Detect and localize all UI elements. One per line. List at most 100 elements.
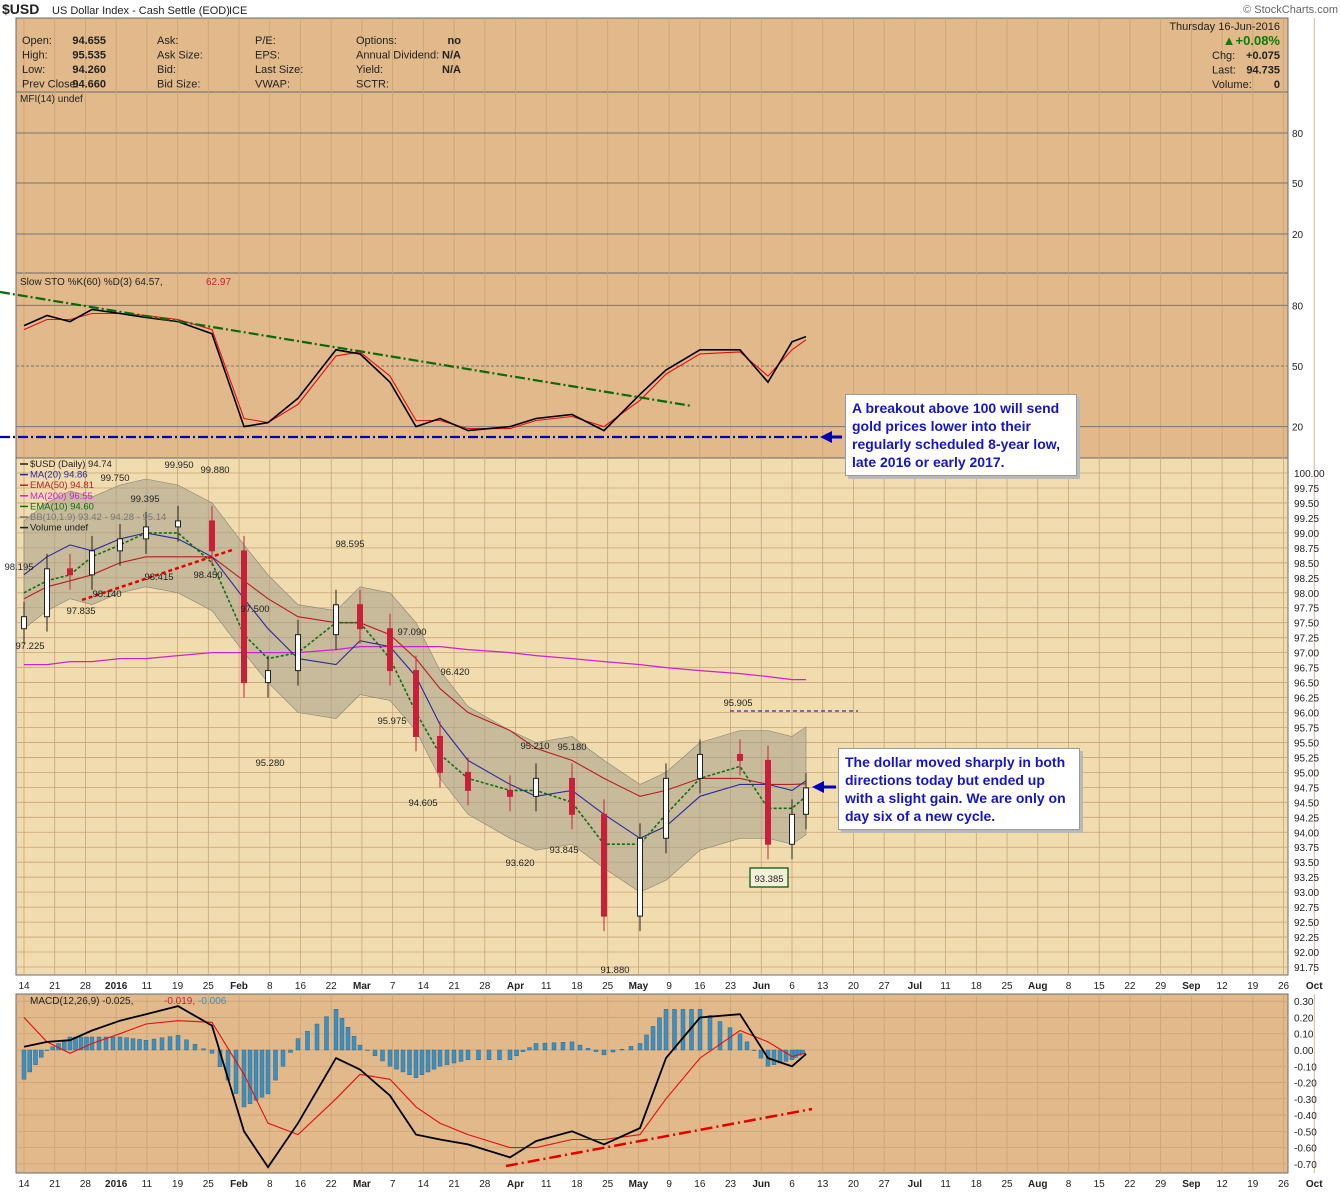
macd-hist-bar	[425, 1049, 431, 1073]
macd-hist-bar	[137, 1039, 142, 1051]
macd-tick: -0.30	[1294, 1095, 1317, 1106]
price-annotation: 96.420	[440, 667, 469, 678]
price-tick: 95.25	[1294, 753, 1319, 764]
macd-label: MACD(12,26,9) -0.025,	[30, 996, 133, 1007]
x-tick-label: 27	[879, 1179, 891, 1190]
x-tick-label: 23	[725, 1179, 737, 1190]
macd-hist-bar	[387, 1049, 393, 1067]
macd-tick: 0.20	[1294, 1013, 1314, 1024]
header-panel	[15, 17, 1289, 93]
macd-hist-bar	[39, 1049, 44, 1058]
x-tick-label: 2016	[105, 981, 128, 992]
macd-hist-bar	[62, 1040, 67, 1051]
candle-body	[89, 550, 95, 576]
candle-body	[67, 568, 73, 576]
x-tick-label: 19	[172, 981, 184, 992]
macd-hist-bar	[569, 1041, 575, 1051]
candle-body	[209, 520, 215, 552]
candle-body	[803, 787, 809, 815]
macd-hist-bar	[707, 1015, 713, 1051]
x-tick-label: 14	[418, 1179, 430, 1190]
stat-label: Chg:	[1212, 50, 1235, 62]
macd-line	[23, 1005, 807, 1169]
stat-value: no	[448, 35, 462, 47]
x-tick-label: 16	[694, 981, 706, 992]
candle-body	[175, 520, 181, 528]
macd-hist-bar	[783, 1049, 789, 1062]
x-tick-label: 11	[541, 981, 552, 992]
price-annotation: 99.395	[130, 494, 159, 505]
candle-body	[663, 777, 669, 839]
price-annotation: 97.225	[15, 641, 44, 652]
macd-hist-bar	[394, 1049, 399, 1070]
stat-value: 0	[1274, 79, 1280, 91]
price-annotation: 93.845	[549, 845, 578, 856]
stat-label: SCTR:	[356, 79, 389, 91]
quote-date: Thursday 16-Jun-2016	[1169, 21, 1280, 33]
macd-hist-bar	[610, 1049, 616, 1053]
stat-label: Volume:	[1212, 79, 1252, 91]
price-annotation: 95.975	[377, 716, 406, 727]
candle-body	[569, 777, 575, 815]
stat-value: 94.660	[72, 79, 106, 91]
x-tick-label: Apr	[507, 981, 524, 992]
price-tick: 96.00	[1294, 709, 1319, 720]
stat-value: +0.075	[1246, 50, 1280, 62]
x-tick-label: 19	[172, 1179, 184, 1190]
macd-hist-bar	[644, 1034, 649, 1051]
macd-hist-bar	[159, 1037, 165, 1051]
x-tick-label: 14	[18, 1179, 30, 1190]
macd-hist-bar	[650, 1026, 656, 1051]
price-annotation: 91.880	[600, 965, 629, 976]
x-tick-label: 11	[142, 1179, 153, 1190]
x-tick-label: 20	[848, 1179, 860, 1190]
price-annotation: 98.450	[193, 570, 222, 581]
price-tick: 93.25	[1294, 873, 1319, 884]
stat-label: Open:	[22, 35, 52, 47]
price-annotation: 95.180	[557, 742, 586, 753]
macd-hist-bar	[458, 1049, 464, 1062]
price-annotation: 99.750	[100, 473, 129, 484]
price-tick: 99.75	[1294, 484, 1319, 495]
macd-hist-bar	[27, 1049, 32, 1073]
mfi-label: MFI(14) undef	[20, 94, 83, 105]
x-tick-label: 22	[326, 1179, 338, 1190]
macd-hist-bar	[380, 1049, 385, 1062]
macd-divergence-line	[505, 1107, 813, 1168]
stat-label: Ask Size:	[157, 50, 203, 62]
legend-entry: EMA(50) 94.81	[30, 480, 94, 491]
stat-value: N/A	[442, 64, 461, 76]
price-tick: 96.75	[1294, 664, 1319, 675]
x-tick-label: 8	[267, 981, 273, 992]
candle-body	[765, 759, 771, 845]
stat-label: Low:	[22, 64, 45, 76]
x-tick-label: 16	[295, 1179, 307, 1190]
macd-hist-bar	[209, 1049, 215, 1054]
x-tick-label: 22	[1124, 1179, 1136, 1190]
macd-hist-bar	[680, 1009, 686, 1051]
macd-hist-bar	[551, 1042, 557, 1051]
price-tick: 97.75	[1294, 604, 1319, 615]
macd-hist-bar	[314, 1023, 320, 1051]
stat-label: Bid Size:	[157, 79, 200, 91]
macd-hist-bar	[280, 1049, 286, 1067]
candle-body	[295, 634, 301, 672]
macd-tick: 0.10	[1294, 1030, 1314, 1041]
price-tick: 95.00	[1294, 768, 1319, 779]
x-tick-label: 9	[666, 1179, 672, 1190]
candle-body	[465, 771, 471, 791]
macd-hist-bar	[273, 1049, 278, 1081]
macd-hist-bar	[437, 1049, 443, 1067]
x-tick-label: 9	[666, 981, 672, 992]
price-tick: 93.75	[1294, 843, 1319, 854]
stat-value: 94.735	[1246, 65, 1280, 77]
ema50-line	[23, 556, 807, 797]
mfi-tick: 20	[1292, 230, 1304, 241]
macd-hist-bar	[628, 1046, 634, 1051]
stat-label: Ask:	[157, 35, 178, 47]
macd-hist-bar	[400, 1049, 406, 1073]
price-tick: 94.75	[1294, 783, 1319, 794]
x-tick-label: Mar	[353, 981, 371, 992]
macd-hist-value: -0.006	[198, 996, 227, 1007]
price-tick: 98.25	[1294, 574, 1319, 585]
